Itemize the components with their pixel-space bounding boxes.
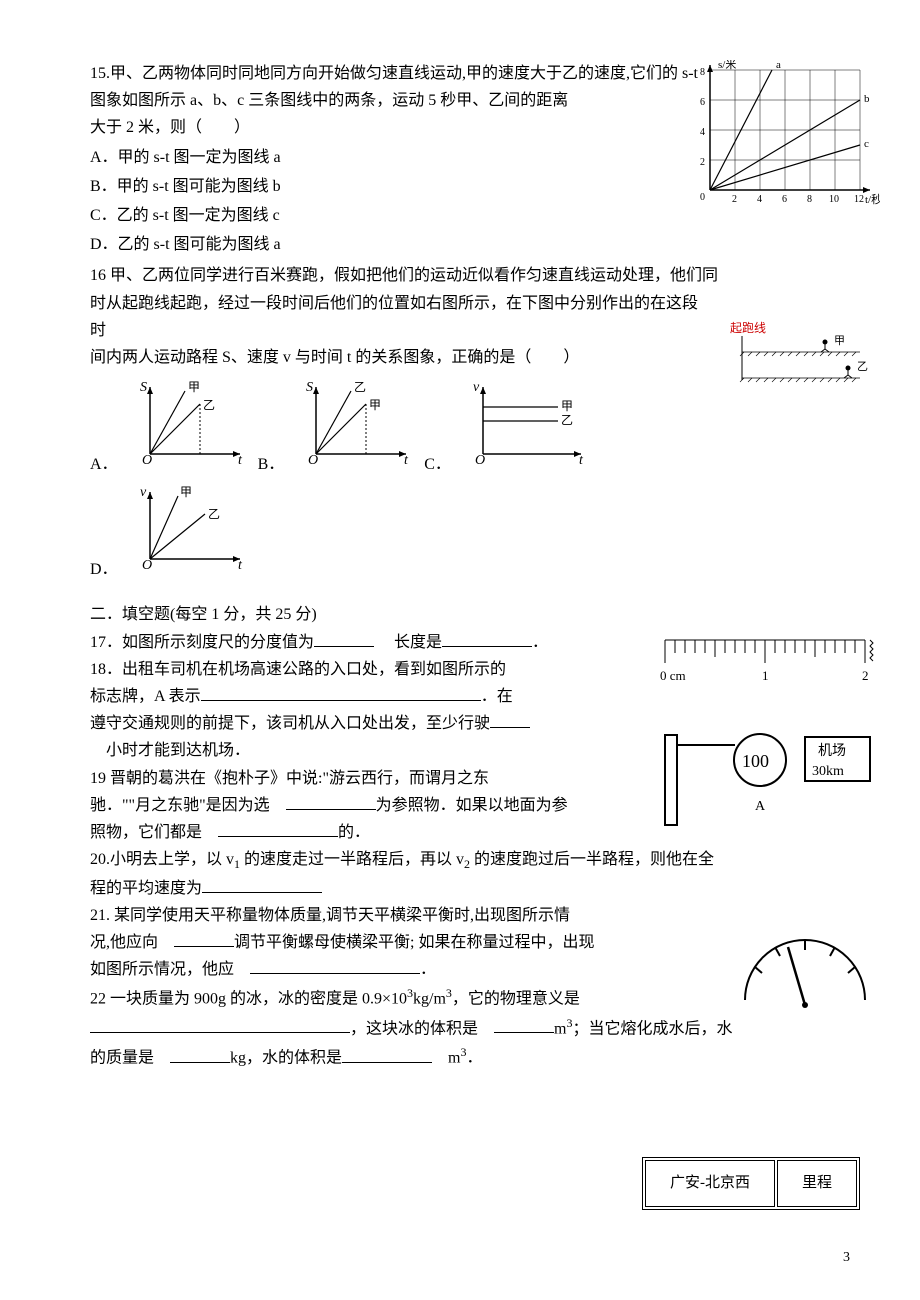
svg-text:6: 6 — [700, 97, 705, 108]
svg-text:S: S — [306, 380, 313, 395]
q20-blank — [202, 892, 322, 893]
svg-text:s/米: s/米 — [718, 60, 736, 71]
svg-text:O: O — [308, 453, 318, 468]
q19-blank-2 — [218, 836, 338, 837]
svg-text:v: v — [140, 485, 147, 500]
svg-text:甲: 甲 — [369, 398, 381, 412]
svg-text:c: c — [864, 138, 869, 150]
q16-opt-d-graph: v t O 甲 乙 — [130, 484, 250, 583]
svg-text:4: 4 — [700, 127, 705, 138]
q16-stem-line2: 时从起跑线起跑，经过一段时间后他们的位置如右图所示，在下图中分别作出的在这段时 — [90, 290, 700, 344]
svg-text:机场: 机场 — [818, 743, 846, 759]
table-cell-2: 里程 — [777, 1160, 857, 1208]
question-22: 22 一块质量为 900g 的冰，冰的密度是 0.9×103kg/m3，它的物理… — [90, 983, 850, 1072]
svg-text:0 cm: 0 cm — [660, 668, 686, 683]
q16-opt-a-graph: S t O 甲 乙 — [130, 379, 250, 478]
svg-text:a: a — [776, 60, 781, 71]
q15-stem-line2: 图象如图所示 a、b、c 三条图线中的两条，运动 5 秒甲、乙间的距离 — [90, 87, 610, 114]
q18-blank-b — [490, 727, 530, 728]
svg-text:12: 12 — [854, 194, 864, 205]
svg-text:t: t — [579, 453, 584, 468]
svg-text:乙: 乙 — [208, 507, 220, 521]
svg-text:30km: 30km — [812, 764, 844, 779]
svg-text:O: O — [142, 453, 152, 468]
q18-sign: 100 A 机场 30km — [660, 725, 880, 844]
svg-text:2: 2 — [700, 157, 705, 168]
svg-text:8: 8 — [807, 194, 812, 205]
q17-ruler: 0 cm 1 2 — [660, 635, 880, 704]
question-19: 19 晋朝的葛洪在《抱朴子》中说:"游云西行，而谓月之东 驰．""月之东驰"是因… — [90, 765, 630, 847]
svg-text:t: t — [404, 453, 409, 468]
q16-options: A． S t O 甲 乙 B． S t O — [90, 379, 850, 583]
question-21: 21. 某同学使用天平称量物体质量,调节天平横梁平衡时,出现图所示情 况,他应向… — [90, 902, 690, 984]
svg-text:b: b — [864, 93, 870, 105]
section-2-title: 二．填空题(每空 1 分，共 25 分) — [90, 601, 850, 628]
q16-stem-line1: 16 甲、乙两位同学进行百米赛跑，假如把他们的运动近似看作匀速直线运动处理，他们… — [90, 262, 850, 289]
svg-text:甲: 甲 — [180, 485, 192, 499]
q21-balance — [740, 905, 870, 1024]
q22-blank-1 — [90, 1032, 350, 1033]
q17-blank-1 — [314, 646, 374, 647]
q21-blank-1 — [174, 946, 234, 947]
q22-blank-4 — [342, 1062, 432, 1063]
svg-text:10: 10 — [829, 194, 839, 205]
svg-text:0: 0 — [700, 192, 705, 203]
svg-text:起跑线: 起跑线 — [730, 321, 766, 335]
q19-blank-1 — [286, 809, 376, 810]
q16-opt-c-graph: v t O 甲 乙 — [463, 379, 593, 478]
svg-text:1: 1 — [762, 668, 769, 683]
table-cell-1: 广安-北京西 — [645, 1160, 775, 1208]
q16-opt-a-label: A． — [90, 451, 118, 478]
q16-race-diagram: 起跑线 甲 乙 — [730, 320, 870, 399]
question-18: 18．出租车司机在机场高速公路的入口处，看到如图所示的 标志牌，A 表示．在 遵… — [90, 656, 630, 765]
q17-blank-2 — [442, 646, 532, 647]
q16-opt-b-label: B． — [258, 451, 285, 478]
svg-text:乙: 乙 — [203, 398, 215, 412]
svg-text:乙: 乙 — [354, 380, 366, 394]
svg-text:t: t — [238, 558, 243, 573]
svg-text:乙: 乙 — [561, 413, 573, 427]
svg-text:2: 2 — [732, 194, 737, 205]
svg-text:O: O — [142, 558, 152, 573]
svg-text:A: A — [755, 799, 766, 814]
q15-graph: s/米 t/秒 a b c 8 6 4 2 0 2 4 6 8 10 12 — [680, 60, 880, 210]
svg-text:2: 2 — [862, 668, 869, 683]
train-table: 广安-北京西 里程 — [642, 1157, 860, 1211]
q16-opt-c-label: C． — [424, 451, 451, 478]
q16-opt-b-graph: S t O 乙 甲 — [296, 379, 416, 478]
svg-text:甲: 甲 — [561, 399, 573, 413]
q18-blank-a — [201, 700, 481, 701]
svg-text:v: v — [473, 380, 480, 395]
page-number: 3 — [843, 1246, 850, 1270]
question-20: 20.小明去上学，以 v1 的速度走过一半路程后，再以 v2 的速度跑过后一半路… — [90, 846, 850, 902]
svg-text:乙: 乙 — [857, 360, 868, 373]
q21-blank-2 — [250, 973, 420, 974]
svg-text:100: 100 — [742, 751, 769, 771]
svg-text:6: 6 — [782, 194, 787, 205]
q22-blank-3 — [170, 1062, 230, 1063]
svg-text:8: 8 — [700, 67, 705, 78]
svg-text:4: 4 — [757, 194, 762, 205]
q16-opt-d-label: D． — [90, 556, 118, 583]
q15-option-d: D．乙的 s-t 图可能为图线 a — [90, 231, 850, 258]
svg-text:t/秒: t/秒 — [865, 192, 880, 206]
svg-text:t: t — [238, 453, 243, 468]
svg-text:O: O — [475, 453, 485, 468]
svg-text:甲: 甲 — [188, 380, 200, 394]
svg-text:甲: 甲 — [834, 335, 845, 347]
svg-text:S: S — [140, 380, 147, 395]
q22-blank-2 — [494, 1032, 554, 1033]
